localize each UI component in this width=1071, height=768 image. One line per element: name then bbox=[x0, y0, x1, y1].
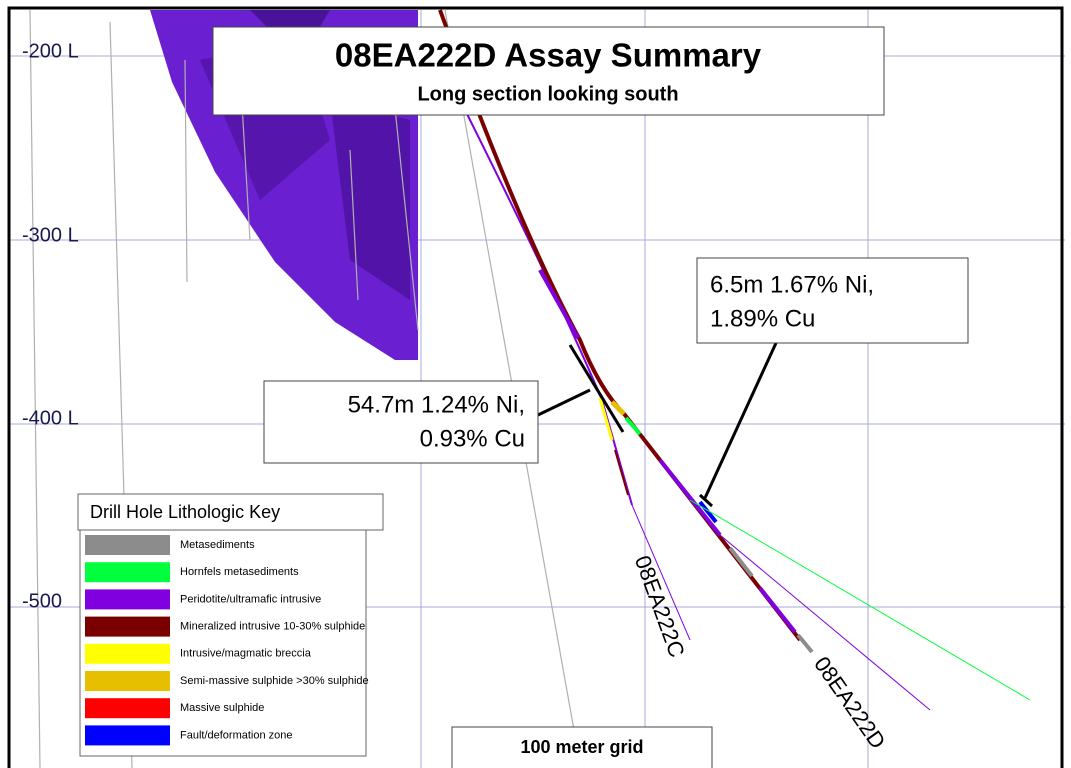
level-label: -500 bbox=[22, 590, 62, 612]
key-label: Hornfels metasediments bbox=[180, 566, 299, 578]
levels: -200 L -300 L -400 L -500 bbox=[22, 40, 79, 612]
hole-segment bbox=[758, 586, 797, 634]
level-label: -300 L bbox=[22, 224, 79, 246]
key-swatch bbox=[85, 643, 170, 664]
key-label: Metasediments bbox=[180, 539, 255, 551]
annotation-text: 1.89% Cu bbox=[710, 305, 815, 332]
key-swatch bbox=[85, 535, 170, 555]
key-title: Drill Hole Lithologic Key bbox=[90, 502, 280, 522]
interval-bar bbox=[698, 493, 714, 508]
hole-branch bbox=[689, 499, 1031, 701]
annotation-frame bbox=[263, 380, 539, 464]
leader-line bbox=[703, 342, 778, 499]
key-title-frame bbox=[77, 493, 384, 531]
level-label: -400 L bbox=[22, 407, 79, 429]
key-label: Massive sulphide bbox=[180, 702, 264, 714]
annotation-text: 0.93% Cu bbox=[420, 425, 525, 452]
title-frame bbox=[212, 26, 885, 116]
annotation-text: 54.7m 1.24% Ni, bbox=[348, 391, 525, 418]
leaders bbox=[537, 342, 778, 508]
frame bbox=[7, 6, 1064, 768]
grid-note: 100 meter grid bbox=[451, 726, 713, 768]
hole-segment bbox=[698, 500, 718, 524]
hole-segment bbox=[610, 400, 626, 416]
leader-line bbox=[537, 388, 591, 417]
grid-note-frame bbox=[451, 726, 713, 768]
key-swatch bbox=[85, 562, 170, 583]
annotation: 6.5m 1.67% Ni, 1.89% Cu bbox=[696, 257, 969, 344]
title: 08EA222D Assay Summary bbox=[335, 37, 762, 74]
hole-segment bbox=[614, 449, 629, 496]
key-label: Peridotite/ultramafic intrusive bbox=[180, 593, 321, 605]
key-swatch bbox=[85, 671, 170, 691]
drill-hole bbox=[444, 9, 575, 731]
key-label: Mineralized intrusive 10-30% sulphide bbox=[180, 621, 365, 633]
key-swatch bbox=[85, 725, 170, 746]
key-label: Intrusive/magmatic breccia bbox=[180, 648, 312, 660]
hole-segment bbox=[624, 416, 642, 436]
grid-note-text: 100 meter grid bbox=[520, 737, 643, 757]
annotation-frame bbox=[696, 257, 969, 344]
key-label: Fault/deformation zone bbox=[180, 729, 293, 741]
drill-hole bbox=[29, 9, 41, 768]
level-label: -200 L bbox=[22, 40, 79, 62]
hole-segment bbox=[538, 269, 580, 339]
drill-hole bbox=[349, 149, 359, 301]
hole-segment bbox=[796, 633, 814, 654]
key-swatch bbox=[85, 698, 170, 719]
title-box: 08EA222D Assay Summary Long section look… bbox=[212, 26, 885, 116]
drill-hole bbox=[184, 59, 188, 283]
annotation: 54.7m 1.24% Ni, 0.93% Cu bbox=[263, 380, 539, 464]
key-label: Semi-massive sulphide >30% sulphide bbox=[180, 675, 369, 687]
key-swatch bbox=[85, 616, 170, 637]
hole-trace bbox=[631, 504, 691, 641]
hole-segment bbox=[658, 458, 722, 537]
lithologic-key: Drill Hole Lithologic Key Metasediments H… bbox=[77, 493, 384, 757]
interval-bar bbox=[568, 344, 625, 433]
hole-branch bbox=[719, 534, 931, 711]
annotation-text: 6.5m 1.67% Ni, bbox=[710, 271, 874, 298]
subtitle: Long section looking south bbox=[417, 83, 678, 105]
key-swatch bbox=[85, 589, 170, 610]
hole-segment bbox=[728, 546, 754, 578]
hole-segment bbox=[598, 397, 614, 441]
